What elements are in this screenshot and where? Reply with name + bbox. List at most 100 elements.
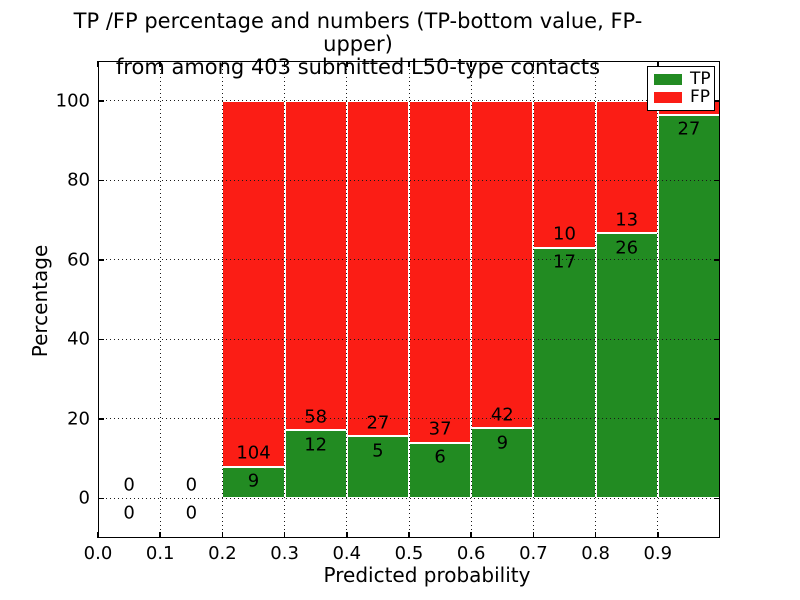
fp-count-label: 0 bbox=[185, 474, 198, 496]
tp-bar-segment bbox=[657, 114, 720, 499]
fp-count-label: 37 bbox=[428, 418, 452, 440]
tp-count-label: 0 bbox=[123, 502, 135, 524]
x-tick-bottom bbox=[221, 532, 224, 538]
tp-count-label: 27 bbox=[677, 118, 701, 140]
fp-legend-label: FP bbox=[690, 87, 711, 108]
fp-count-label: 27 bbox=[366, 412, 390, 434]
x-tick-top bbox=[408, 61, 410, 67]
tp-legend-swatch bbox=[654, 73, 682, 85]
x-gridline bbox=[159, 61, 161, 538]
x-tick-top bbox=[159, 61, 161, 67]
x-tick-label: 0.2 bbox=[208, 543, 237, 564]
legend-item-tp: TP bbox=[654, 68, 714, 89]
x-tick-label: 0.1 bbox=[145, 543, 175, 564]
fp-bar-segment bbox=[471, 100, 534, 429]
fp-bar-segment bbox=[346, 100, 409, 437]
fp-count-label: 10 bbox=[553, 223, 576, 245]
x-gridline bbox=[657, 61, 659, 538]
tp-count-label: 0 bbox=[185, 502, 198, 524]
x-tick-label: 0.3 bbox=[270, 543, 299, 564]
x-tick-top bbox=[532, 61, 535, 67]
tp-bar-segment bbox=[595, 233, 658, 499]
chart-title-line2: from among 403 submitted L50-type contac… bbox=[115, 55, 601, 79]
fp-bar-segment bbox=[409, 100, 472, 443]
x-tick-bottom bbox=[594, 532, 597, 538]
tp-count-label: 5 bbox=[372, 440, 384, 462]
y-tick-left bbox=[98, 338, 104, 340]
x-tick-top bbox=[657, 61, 659, 67]
x-tick-label: 0.5 bbox=[394, 543, 424, 564]
fp-bar-segment bbox=[222, 100, 285, 467]
x-gridline bbox=[284, 61, 286, 538]
x-tick-bottom bbox=[159, 532, 161, 538]
y-tick-right bbox=[714, 179, 720, 181]
tp-count-label: 17 bbox=[553, 251, 576, 273]
y-tick-left bbox=[98, 259, 104, 261]
x-gridline bbox=[221, 61, 223, 538]
x-tick-label: 0.7 bbox=[519, 543, 548, 564]
tp-bar-segment bbox=[284, 430, 347, 499]
tp-bar-segment bbox=[409, 442, 472, 499]
y-tick-label: 20 bbox=[67, 408, 90, 430]
x-tick-bottom bbox=[408, 532, 410, 538]
y-tick-right bbox=[714, 100, 720, 102]
tp-legend-label: TP bbox=[690, 68, 711, 89]
x-tick-label: 0.6 bbox=[456, 543, 486, 564]
x-gridline bbox=[595, 61, 597, 538]
fp-count-label: 13 bbox=[615, 209, 639, 231]
x-tick-bottom bbox=[346, 532, 348, 538]
fp-bar-segment bbox=[595, 100, 658, 234]
tp-count-label: 26 bbox=[615, 237, 639, 259]
legend: TP FP bbox=[647, 66, 715, 111]
y-tick-label: 100 bbox=[55, 90, 90, 112]
fp-bar-segment bbox=[533, 100, 596, 248]
y-tick-right bbox=[714, 418, 720, 420]
fp-count-label: 104 bbox=[236, 442, 271, 464]
tp-count-label: 9 bbox=[496, 432, 509, 454]
x-tick-label: 0.4 bbox=[332, 543, 362, 564]
y-tick-left bbox=[98, 100, 104, 102]
chart-title-line1: TP /FP percentage and numbers (TP-bottom… bbox=[73, 9, 643, 56]
x-tick-top bbox=[470, 61, 472, 67]
fp-bar-segment bbox=[284, 100, 347, 431]
y-tick-right bbox=[714, 259, 720, 261]
tp-bar-segment bbox=[222, 466, 285, 499]
x-axis-label: Predicted probability bbox=[323, 563, 531, 587]
y-tick-label: 80 bbox=[67, 169, 90, 191]
y-tick-left bbox=[98, 497, 104, 499]
x-tick-bottom bbox=[283, 532, 286, 538]
legend-item-fp: FP bbox=[654, 89, 714, 106]
y-tick-label: 40 bbox=[67, 328, 90, 350]
x-tick-top bbox=[346, 61, 348, 67]
fp-count-label: 0 bbox=[123, 474, 135, 496]
y-tick-right bbox=[714, 338, 720, 340]
fp-count-label: 42 bbox=[490, 404, 514, 426]
x-tick-top bbox=[221, 61, 224, 67]
x-tick-bottom bbox=[470, 532, 472, 538]
x-tick-label: 0.9 bbox=[643, 543, 673, 564]
x-gridline bbox=[470, 61, 472, 538]
chart-title: TP /FP percentage and numbers (TP-bottom… bbox=[48, 10, 668, 79]
x-tick-top bbox=[97, 61, 99, 67]
x-tick-top bbox=[283, 61, 286, 67]
fp-legend-swatch bbox=[654, 92, 682, 104]
x-tick-label: 0.8 bbox=[581, 543, 610, 564]
tp-bar-segment bbox=[471, 428, 534, 499]
x-tick-label: 0.0 bbox=[83, 543, 113, 564]
tp-bar-segment bbox=[346, 436, 409, 499]
y-tick-left bbox=[98, 179, 104, 181]
x-tick-bottom bbox=[532, 532, 535, 538]
y-tick-left bbox=[98, 418, 104, 420]
tp-count-label: 9 bbox=[247, 470, 260, 492]
y-tick-label: 0 bbox=[78, 487, 90, 509]
x-gridline bbox=[346, 61, 348, 538]
x-tick-top bbox=[594, 61, 597, 67]
fp-count-label: 58 bbox=[304, 406, 328, 428]
y-tick-label: 60 bbox=[67, 249, 90, 271]
x-tick-bottom bbox=[657, 532, 659, 538]
x-gridline bbox=[408, 61, 410, 538]
tp-count-label: 12 bbox=[304, 434, 328, 456]
x-gridline bbox=[532, 61, 534, 538]
x-tick-bottom bbox=[97, 532, 99, 538]
